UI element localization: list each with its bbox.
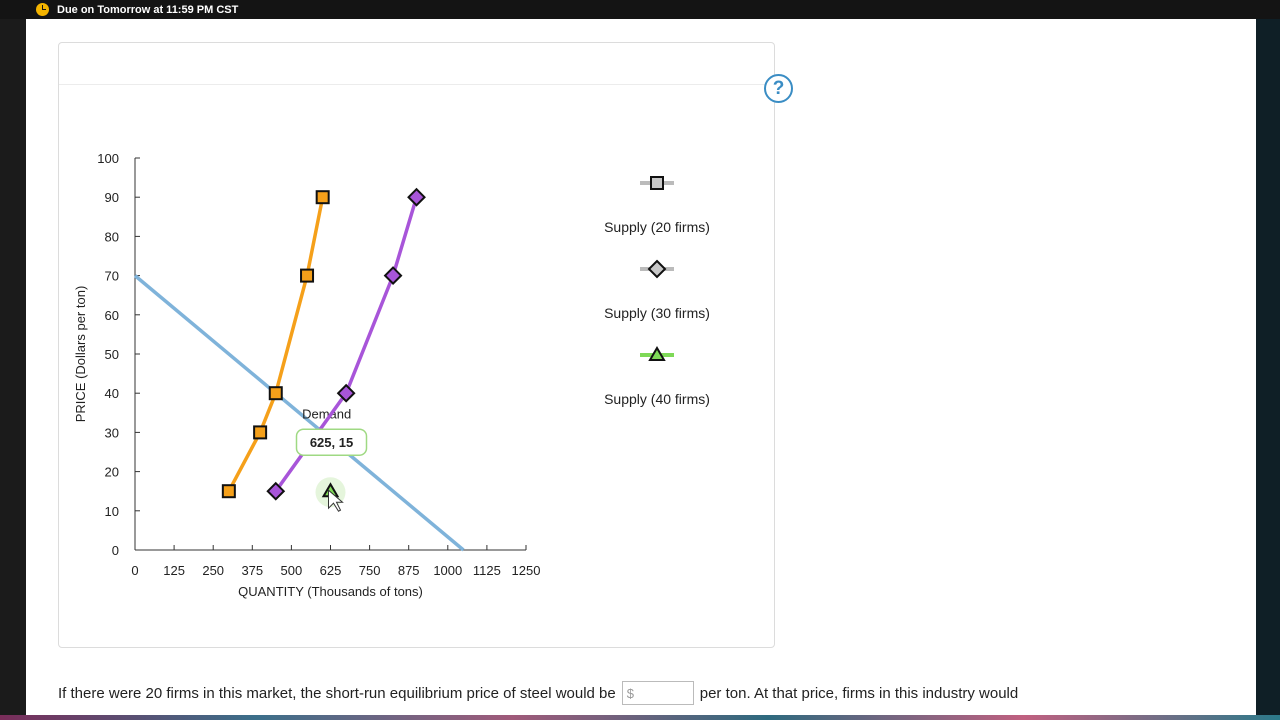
help-icon[interactable]: ?	[764, 74, 793, 103]
legend-triangle-icon[interactable]	[648, 346, 666, 361]
clock-icon	[36, 3, 49, 16]
mouse-cursor-icon	[328, 489, 344, 512]
y-tick-label: 50	[105, 347, 119, 362]
y-tick-label: 100	[97, 151, 119, 166]
x-tick-label: 0	[131, 563, 138, 578]
y-axis-label: PRICE (Dollars per ton)	[73, 286, 88, 423]
x-tick-label: 875	[398, 563, 420, 578]
legend-label-1[interactable]: Supply (20 firms)	[604, 219, 710, 235]
y-tick-label: 20	[105, 465, 119, 480]
x-tick-label: 750	[359, 563, 381, 578]
demand-label: Demand	[302, 407, 351, 422]
y-tick-label: 0	[112, 543, 119, 558]
x-tick-label: 1125	[473, 563, 501, 578]
supply-point-1[interactable]	[315, 190, 330, 205]
supply-point-2[interactable]	[266, 481, 286, 501]
y-tick-label: 30	[105, 425, 119, 440]
due-date-text: Due on Tomorrow at 11:59 PM CST	[57, 3, 239, 16]
legend-label-2[interactable]: Supply (30 firms)	[604, 305, 710, 321]
y-tick-label: 10	[105, 504, 119, 519]
point-tooltip	[295, 428, 368, 456]
graph-panel-header	[59, 43, 774, 85]
x-tick-label: 375	[241, 563, 263, 578]
graph-panel: 0 125 250 375 500 625 750 875 1000 1125 1250 0 10 20 3…	[58, 42, 793, 649]
question-text-after: per ton. At that price, firms in this in…	[699, 684, 1019, 702]
y-tick-label: 70	[105, 269, 119, 284]
supply-point-2[interactable]	[407, 187, 426, 207]
supply-point-1[interactable]	[221, 484, 236, 499]
supply-point-1[interactable]	[268, 386, 283, 401]
x-tick-label: 500	[281, 563, 303, 578]
price-input[interactable]: $	[621, 681, 694, 705]
x-tick-label: 250	[202, 563, 224, 578]
supply-point-2[interactable]	[336, 383, 356, 403]
legend-label-3[interactable]: Supply (40 firms)	[604, 391, 710, 407]
x-tick-label: 125	[163, 563, 185, 578]
y-tick-label: 60	[105, 308, 119, 323]
due-date-bar: Due on Tomorrow at 11:59 PM CST	[0, 0, 1280, 19]
supply-point-2[interactable]	[383, 266, 403, 286]
supply-point-1[interactable]	[300, 268, 315, 283]
legend-diamond-icon[interactable]	[647, 259, 667, 279]
background-strip-bottom	[0, 715, 1280, 720]
point-tooltip-text: 625, 15	[310, 435, 353, 450]
x-tick-label: 1000	[433, 563, 462, 578]
question-text: If there were 20 firms in this market, t…	[58, 681, 1018, 705]
x-axis-label: QUANTITY (Thousands of tons)	[238, 584, 423, 599]
supply-demand-chart[interactable]: 0 125 250 375 500 625 750 875 1000 1125 1250 0 10 20 3…	[59, 43, 776, 649]
legend-square-icon[interactable]	[650, 176, 664, 190]
x-tick-label: 1250	[512, 563, 541, 578]
x-tick-label: 625	[320, 563, 342, 578]
background-strip	[1256, 19, 1280, 715]
supply-point-1[interactable]	[253, 425, 268, 440]
y-tick-label: 90	[105, 190, 119, 205]
y-tick-label: 80	[105, 229, 119, 244]
assignment-page: 0 125 250 375 500 625 750 875 1000 1125 1250 0 10 20 3…	[26, 19, 1256, 715]
y-tick-label: 40	[105, 386, 119, 401]
price-input-placeholder: $	[626, 685, 634, 701]
question-text-before: If there were 20 firms in this market, t…	[58, 684, 616, 702]
demand-curve[interactable]	[133, 274, 465, 552]
